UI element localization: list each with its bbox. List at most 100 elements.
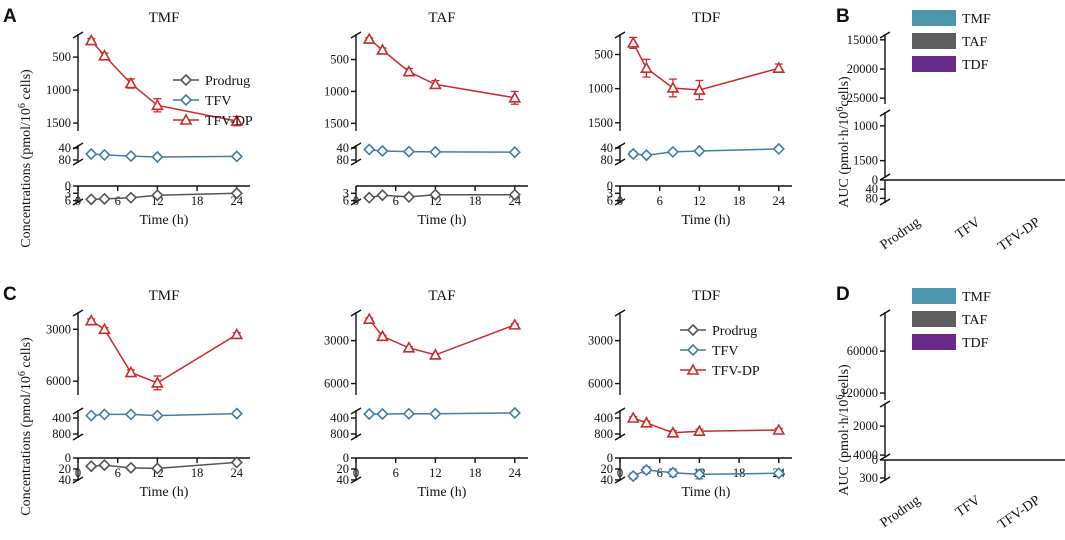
tfvdp-marker xyxy=(626,411,640,423)
x-tick-label: 6 xyxy=(393,466,399,480)
line-chart-c1: TMF06121824Time (h)0204040080030006000Co… xyxy=(17,288,250,516)
chart-title: TDF xyxy=(692,288,720,304)
prodrug-marker xyxy=(124,191,138,204)
tfv-marker xyxy=(230,407,243,420)
legend-taf-label: TAF xyxy=(962,313,988,328)
x-axis-title: Time (h) xyxy=(140,213,189,228)
x-tick-label: 24 xyxy=(773,194,786,208)
axis-break-mark xyxy=(72,309,84,317)
tfv-line xyxy=(91,153,237,158)
y-tick-label: 3 xyxy=(343,186,349,200)
y-axis-title: AUC (pmol·h/106cells) xyxy=(835,364,853,496)
tfv-marker xyxy=(124,149,138,163)
y-tick-label: 1000 xyxy=(853,119,878,133)
y-tick-label: 6000 xyxy=(46,374,71,388)
tfvdp-marker xyxy=(230,114,244,126)
tfv-marker xyxy=(376,407,389,421)
tfvdp-marker xyxy=(429,348,442,360)
axis-break-mark xyxy=(879,476,891,484)
tfv-marker xyxy=(693,144,706,158)
y-tick-label: 800 xyxy=(52,427,71,441)
tfv-line xyxy=(633,148,779,156)
y-tick-label: 800 xyxy=(594,427,613,441)
legend-tdf-label: TDF xyxy=(962,336,989,351)
legend-tfvdp-label: TFV-DP xyxy=(205,114,253,129)
y-axis-title: Concentrations (pmol/106 cells) xyxy=(17,337,35,516)
prodrug-marker xyxy=(402,190,416,204)
y-tick-label: 6 xyxy=(65,194,71,208)
y-axis-title-sup: 6 xyxy=(835,395,846,400)
axis-break-mark xyxy=(614,31,626,39)
y-tick-label: 400 xyxy=(52,411,71,425)
legend-tfv-label: TFV xyxy=(712,344,738,359)
prodrug-marker xyxy=(429,188,442,201)
y-tick-label: 1000 xyxy=(588,82,613,96)
y-tick-label: 0 xyxy=(872,173,878,187)
x-tick-label: 6 xyxy=(657,466,663,480)
y-tick-label: 40 xyxy=(866,182,879,196)
legend-tdf-label: TDF xyxy=(962,58,989,73)
y-tick-label: 120000 xyxy=(841,386,879,400)
tfvdp-marker xyxy=(429,77,442,90)
y-tick-label: 0 xyxy=(65,179,71,193)
tfvdp-marker xyxy=(98,49,111,61)
y-tick-label: 80 xyxy=(866,191,879,205)
y-tick-label: 3000 xyxy=(588,334,613,348)
y-tick-label: 2000 xyxy=(853,419,878,433)
prodrug-line xyxy=(91,192,237,201)
tfv-marker xyxy=(376,144,389,158)
y-tick-label: 25000 xyxy=(847,91,878,105)
tfv-marker xyxy=(640,463,653,477)
tfv-marker xyxy=(151,150,164,164)
tfvdp-marker xyxy=(626,36,640,48)
y-tick-label: 80 xyxy=(59,153,72,167)
axis-break-mark xyxy=(879,31,891,39)
category-label: TFV xyxy=(953,493,983,520)
category-label: Prodrug xyxy=(878,493,924,531)
tfv-marker xyxy=(402,145,416,158)
axis-break-mark xyxy=(350,433,362,441)
tfvdp-marker xyxy=(640,61,653,73)
panel-letter-a: A xyxy=(3,6,17,27)
y-tick-label: 1500 xyxy=(46,116,71,130)
tfv-marker xyxy=(85,147,98,161)
y-tick-label: 1500 xyxy=(324,116,349,130)
axis-break-mark xyxy=(879,400,891,408)
tfvdp-marker xyxy=(508,318,522,330)
axis-break-mark xyxy=(879,309,891,317)
legend-tdf-swatch xyxy=(912,334,956,350)
chart-title: TMF xyxy=(149,288,180,304)
prodrug-marker xyxy=(230,187,243,200)
tfv-marker xyxy=(686,343,700,357)
prodrug-marker xyxy=(686,323,700,337)
axis-break-mark xyxy=(350,309,362,317)
y-tick-label: 40 xyxy=(601,473,614,487)
y-tick-label: 0 xyxy=(343,451,349,465)
y-axis-title-sup: 6 xyxy=(835,107,846,112)
line-chart-a1: TMF06121824Time (h)036408050010001500Con… xyxy=(17,10,253,248)
tfv-marker xyxy=(772,142,785,156)
y-axis-title-text: Concentrations (pmol/10 xyxy=(19,108,34,248)
legend-tmf-swatch xyxy=(912,10,956,26)
y-tick-label: 300 xyxy=(859,471,878,485)
y-tick-label: 0 xyxy=(872,453,878,467)
y-tick-label: 60000 xyxy=(847,344,878,358)
prodrug-marker xyxy=(98,192,111,206)
tfvdp-marker xyxy=(666,81,680,93)
legend-tdf-swatch xyxy=(912,56,956,72)
x-tick-label: 6 xyxy=(115,194,121,208)
prodrug-marker xyxy=(124,461,138,474)
category-label: TFV-DP xyxy=(996,493,1044,533)
y-tick-label: 800 xyxy=(330,427,349,441)
tfvdp-marker xyxy=(151,98,164,111)
legend-taf-label: TAF xyxy=(962,35,988,50)
y-tick-label: 40 xyxy=(337,141,350,155)
tfvdp-marker xyxy=(772,423,786,435)
y-axis-title: AUC (pmol·h/106cells) xyxy=(835,76,853,208)
category-label: TFV-DP xyxy=(996,215,1044,255)
y-axis-title: Concentrations (pmol/106 cells) xyxy=(17,69,35,248)
tfvdp-line xyxy=(632,42,779,91)
